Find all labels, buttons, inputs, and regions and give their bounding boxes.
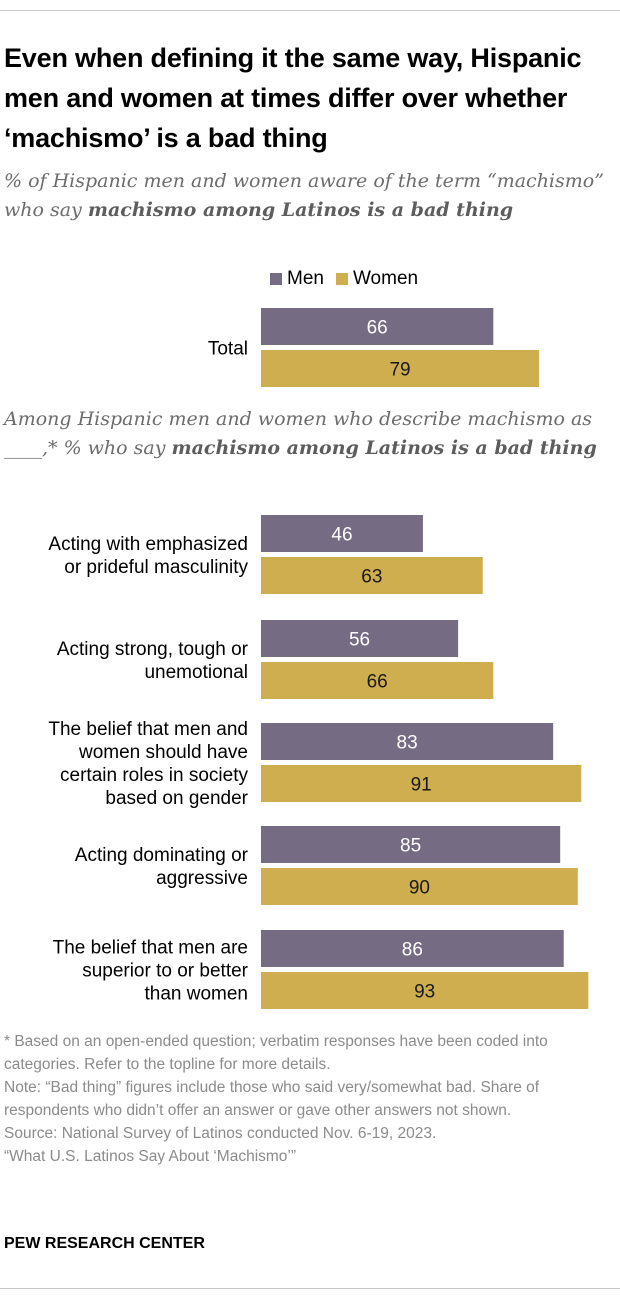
value-label-women: 79 [389,360,410,381]
bar-group: 83 91 The belief that men and women should … [48,719,582,809]
footnote-report: “What U.S. Latinos Say About ‘Machismo’” [4,1148,297,1165]
bar-men [261,826,561,863]
bar-women [261,662,494,699]
value-label-men: 56 [349,630,370,651]
category-label: Acting with emphasized or prideful mascul… [48,534,248,578]
footnotes: * Based on an open-ended question; verba… [4,1030,616,1168]
bar-men [261,930,564,967]
bar-men [261,723,554,760]
source-org-logo: PEW RESEARCH CENTER [4,1235,205,1252]
category-label-line: Acting dominating or [75,845,249,866]
legend-label-men: Men [287,268,324,289]
category-label-line: women should have [78,742,248,763]
bar-men [261,620,459,657]
value-label-women: 63 [361,567,382,588]
category-label-line: The belief that men are [53,938,248,959]
bar-group: 46 63 Acting with emphasized or prideful ma… [48,515,483,594]
category-label-line: aggressive [156,868,248,889]
bar-group: 86 93 The belief that men are superior to o… [53,930,589,1009]
subtitle-total-text: % of Hispanic men and women aware of the… [4,170,604,221]
subtitle-definitions-bold: machismo among Latinos is a bad thing [171,437,597,459]
category-label-line: unemotional [144,662,248,683]
bottom-rule [0,1288,620,1289]
legend-swatch-women [335,273,348,285]
top-rule [0,10,620,11]
legend-item-women: Women [335,268,419,290]
footnote-note: Note: “Bad thing” figures include those … [4,1079,540,1119]
category-label-line: The belief that men and [48,719,248,740]
value-label-women: 90 [409,878,430,899]
bar-women [261,557,483,594]
category-label-line: superior to or better [82,961,248,982]
category-label: The belief that men and women should have… [48,719,248,809]
bar-women [261,868,578,905]
category-label: The belief that men are superior to or be… [53,938,249,1005]
category-label: Total [208,339,248,360]
category-label-line: based on gender [105,788,248,809]
bar-group: 56 66 Acting strong, tough or unemotional [57,620,494,699]
category-label: Acting dominating or aggressive [75,845,249,889]
bar-women [261,350,540,387]
chart-title: Even when defining it the same way, Hisp… [4,43,582,153]
value-label-men: 86 [402,940,423,961]
bar-women [261,765,582,802]
value-label-women: 91 [411,775,432,796]
value-label-men: 66 [367,318,388,339]
category-label-line: Acting with emphasized [48,534,248,555]
subtitle-total-bold: machismo among Latinos is a bad thing [87,199,514,221]
value-label-men: 83 [397,733,418,754]
footnote-source: Source: National Survey of Latinos condu… [4,1125,437,1142]
legend-item-men: Men [270,268,324,290]
bar-men [261,308,494,345]
category-label-line: certain roles in society [60,765,248,786]
category-label-line: Total [208,339,248,360]
category-label-line: Acting strong, tough or [57,639,249,660]
value-label-men: 85 [400,836,421,857]
legend-label-women: Women [352,268,419,289]
value-label-women: 93 [414,982,435,1003]
subtitle-total: % of Hispanic men and women aware of the… [4,167,614,225]
category-label-line: or prideful masculinity [64,557,248,578]
value-label-women: 66 [367,672,388,693]
bar-group: 85 90 Acting dominating or aggressive [75,826,578,905]
subtitle-definitions: Among Hispanic men and women who describ… [4,405,614,463]
category-label: Acting strong, tough or unemotional [57,639,249,683]
subtitle-definitions-text: Among Hispanic men and women who describ… [4,408,593,459]
value-label-men: 46 [331,525,352,546]
bar-men [261,515,423,552]
legend: Men Women [270,267,430,291]
bar-women [261,972,589,1009]
category-label-line: than women [144,984,248,1005]
legend-swatch-men [270,273,282,285]
footnote-asterisk: * Based on an open-ended question; verba… [4,1033,548,1073]
